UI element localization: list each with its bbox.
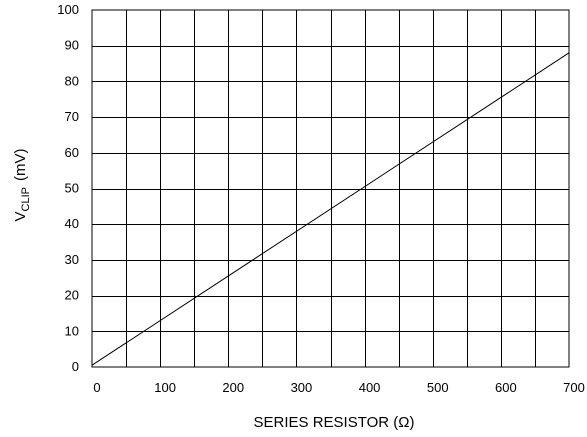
y-tick-label: 20	[65, 288, 79, 303]
y-axis-label-main: V	[12, 211, 29, 221]
x-tick-label: 100	[154, 380, 176, 395]
x-tick-label: 500	[427, 380, 449, 395]
y-axis-label: VCLIP (mV)	[12, 149, 32, 222]
x-tick-label: 200	[222, 380, 244, 395]
x-tick-label: 300	[291, 380, 313, 395]
y-tick-label: 0	[72, 359, 79, 374]
series-group	[91, 52, 570, 366]
x-tick-label: 700	[563, 380, 585, 395]
y-tick-label: 30	[65, 252, 79, 267]
x-tick-label: 0	[93, 380, 100, 395]
y-tick-label: 60	[65, 145, 79, 160]
y-axis-label-subscript: CLIP	[20, 187, 32, 211]
y-tick-label: 40	[65, 216, 79, 231]
x-tick-label: 600	[495, 380, 517, 395]
x-tick-label: 400	[359, 380, 381, 395]
y-axis-label-unit: (mV)	[12, 149, 29, 182]
y-tick-label: 70	[65, 109, 79, 124]
y-tick-label: 100	[57, 2, 79, 17]
plot-frame	[91, 9, 570, 368]
y-tick-label: 90	[65, 38, 79, 53]
x-axis-label: SERIES RESISTOR (Ω)	[254, 414, 415, 431]
grid	[92, 10, 569, 367]
y-tick-label: 80	[65, 73, 79, 88]
x-tick-labels: 0 100 200 300 400 500 600 700	[93, 380, 584, 395]
series-line	[91, 52, 570, 366]
y-tick-label: 10	[65, 323, 79, 338]
y-tick-labels: 0 10 20 30 40 50 60 70 80 90 100	[57, 2, 79, 374]
y-tick-label: 50	[65, 181, 79, 196]
